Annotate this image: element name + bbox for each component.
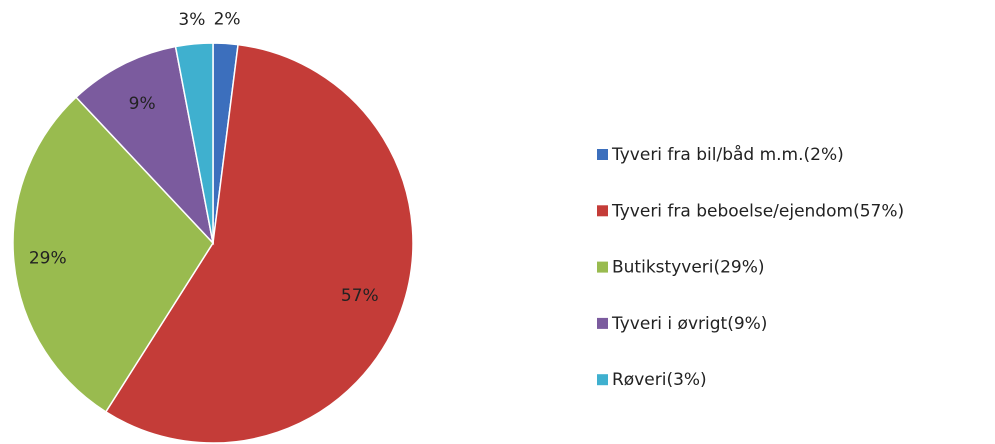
pie-slice — [75, 45, 215, 246]
legend-label: Tyveri i øvrigt(9%) — [611, 314, 767, 334]
data-label: 9% — [129, 94, 156, 114]
legend-swatch — [597, 149, 608, 160]
pie-slice — [174, 42, 214, 244]
data-label: 57% — [341, 286, 379, 306]
legend-label: Røveri(3%) — [612, 370, 707, 390]
data-label: 3% — [178, 10, 205, 30]
pie-slice — [12, 96, 214, 413]
legend-swatch — [597, 261, 608, 273]
pie-slice — [104, 43, 414, 444]
legend-label: Butikstyveri(29%) — [612, 258, 765, 278]
legend-swatch — [597, 205, 608, 217]
data-label: 29% — [29, 249, 67, 269]
data-label: 2% — [214, 9, 241, 29]
legend-label: Tyveri fra beboelse/ejendom(57%) — [611, 201, 904, 221]
legend-label: Tyveri fra bil/båd m.m.(2%) — [611, 144, 844, 165]
legend-swatch — [597, 374, 608, 386]
legend-swatch — [597, 317, 608, 329]
